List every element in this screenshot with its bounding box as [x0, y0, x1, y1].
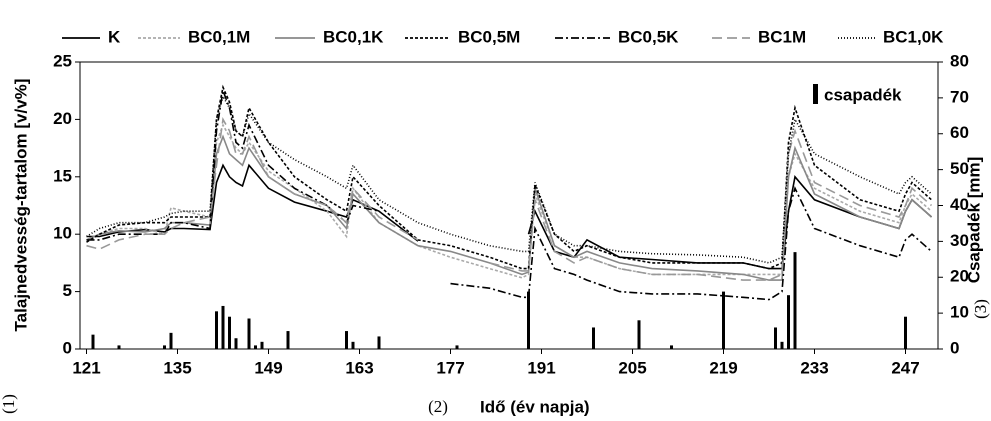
y2-tick-label: 40 [950, 195, 969, 214]
x-tick-label: 135 [163, 358, 191, 377]
precipitation-bar [221, 305, 225, 349]
precipitation-bar [163, 345, 166, 349]
y2-tick-label: 60 [950, 123, 969, 142]
x-tick-label: 219 [709, 358, 737, 377]
precipitation-bar [260, 341, 264, 349]
x-axis-label: Idő (év napja) [480, 397, 590, 416]
x-tick-label: 247 [891, 358, 919, 377]
y-tick-label: 0 [63, 338, 72, 357]
legend-label: BC1,0K [883, 27, 944, 46]
legend-label: BC0,5K [618, 27, 679, 46]
series-line [86, 94, 933, 264]
series-line [86, 84, 933, 270]
precipitation-bar [351, 341, 355, 349]
x-tick-label: 233 [800, 358, 828, 377]
precipitation-bar [780, 341, 784, 349]
legend-label: csapadék [824, 85, 902, 104]
y-tick-label: 20 [53, 109, 72, 128]
series-line [450, 186, 933, 301]
y2-tick-label: 70 [950, 87, 969, 106]
legend-label: K [108, 27, 121, 46]
legend-label: BC1M [758, 27, 806, 46]
y-tick-label: 25 [53, 51, 72, 70]
y2-tick-label: 30 [950, 231, 969, 250]
precipitation-bar [254, 345, 257, 349]
series-line [86, 163, 419, 242]
legend-label: BC0,1K [323, 27, 384, 46]
y2-tick-label: 50 [950, 159, 969, 178]
precipitation-bar [234, 338, 238, 349]
legend-label: BC0,5M [458, 27, 520, 46]
x-tick-label: 177 [436, 358, 464, 377]
y-tick-label: 15 [53, 166, 72, 185]
y-tick-label: 5 [63, 281, 72, 300]
precipitation-bar [215, 311, 218, 349]
x-tick-label: 205 [618, 358, 646, 377]
precipitation-bar [670, 345, 673, 349]
y2-tick-label: 10 [950, 303, 969, 322]
precipitation-bar [527, 291, 530, 349]
precipitation-bar [286, 331, 290, 349]
precipitation-bar [228, 316, 231, 349]
precipitation-bar [91, 334, 95, 349]
precipitation-bar [377, 336, 381, 349]
precipitation-bar [774, 327, 777, 349]
x-tick-label: 149 [254, 358, 282, 377]
y-tick-label: 10 [53, 224, 72, 243]
precipitation-bar [117, 345, 121, 349]
precipitation-bar [637, 320, 641, 349]
precipitation-bar [247, 318, 251, 349]
precipitation-bar [722, 291, 725, 349]
y2-tick-label: 20 [950, 267, 969, 286]
legend-label: BC0,1M [188, 27, 250, 46]
precipitation-bar [455, 345, 459, 349]
legend-bar-swatch [813, 84, 818, 104]
series-line [527, 175, 933, 270]
panel-label: (2) [428, 397, 448, 416]
plot-frame [79, 61, 939, 350]
series-line [489, 128, 933, 281]
precipitation-bar [787, 295, 790, 349]
y2-tick-label: 80 [950, 51, 969, 70]
y-axis-label: Talajnedvesség-tartalom [v/v%] [11, 79, 30, 332]
series-line [86, 87, 380, 241]
x-tick-label: 121 [72, 358, 100, 377]
precipitation-bar [169, 332, 173, 349]
y2-tick-label: 0 [950, 338, 959, 357]
series-line [86, 116, 419, 250]
y2-axis-label: Csapadék [mm] [964, 157, 983, 284]
precipitation-bar [793, 252, 797, 349]
precipitation-bar [592, 327, 595, 349]
panel-label: (1) [0, 394, 18, 414]
x-tick-label: 163 [345, 358, 373, 377]
x-tick-label: 191 [527, 358, 555, 377]
panel-label: (3) [971, 299, 990, 319]
precipitation-bar [345, 331, 348, 349]
precipitation-bar [904, 316, 907, 349]
